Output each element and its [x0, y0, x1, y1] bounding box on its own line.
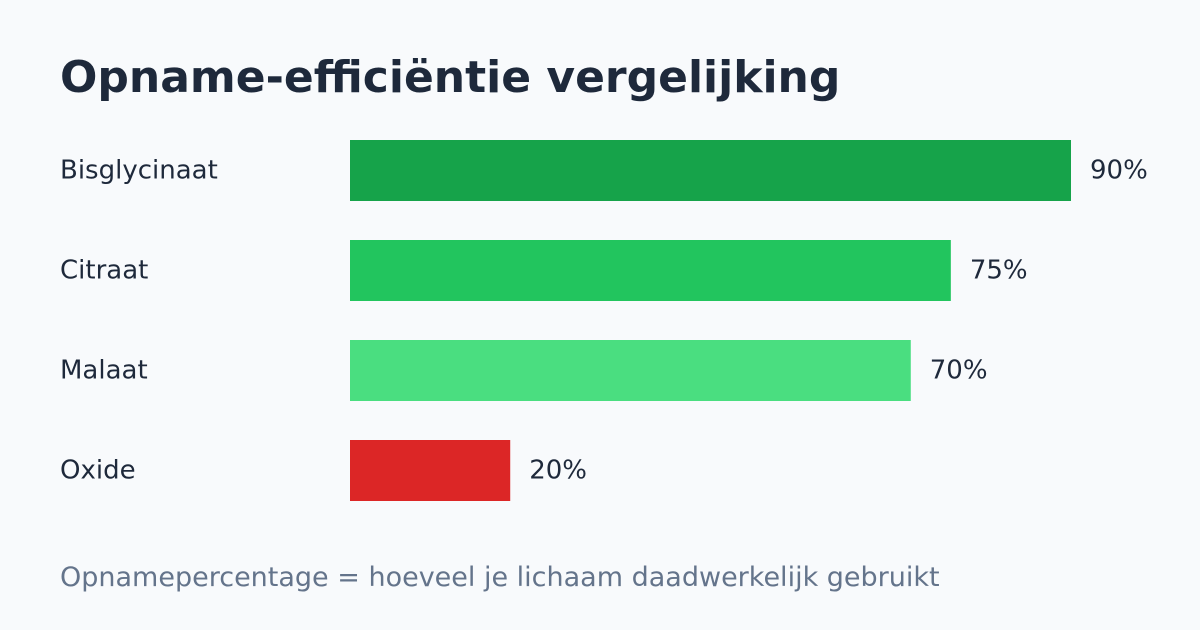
category-label-bisglycinaat: Bisglycinaat [60, 156, 218, 186]
category-label-malaat: Malaat [60, 356, 148, 386]
bar-oxide [350, 440, 511, 501]
bar-bisglycinaat [350, 140, 1071, 201]
chart-footnote: Opnamepercentage = hoeveel je lichaam da… [60, 562, 940, 593]
value-label-oxide: 20% [529, 456, 587, 486]
chart-title: Opname-efficiëntie vergelijking [60, 52, 841, 103]
value-label-bisglycinaat: 90% [1090, 156, 1148, 186]
value-label-malaat: 70% [930, 356, 988, 386]
bar-citraat [350, 240, 951, 301]
value-label-citraat: 75% [970, 256, 1028, 286]
category-label-citraat: Citraat [60, 256, 148, 286]
category-label-oxide: Oxide [60, 456, 136, 486]
bar-malaat [350, 340, 911, 401]
